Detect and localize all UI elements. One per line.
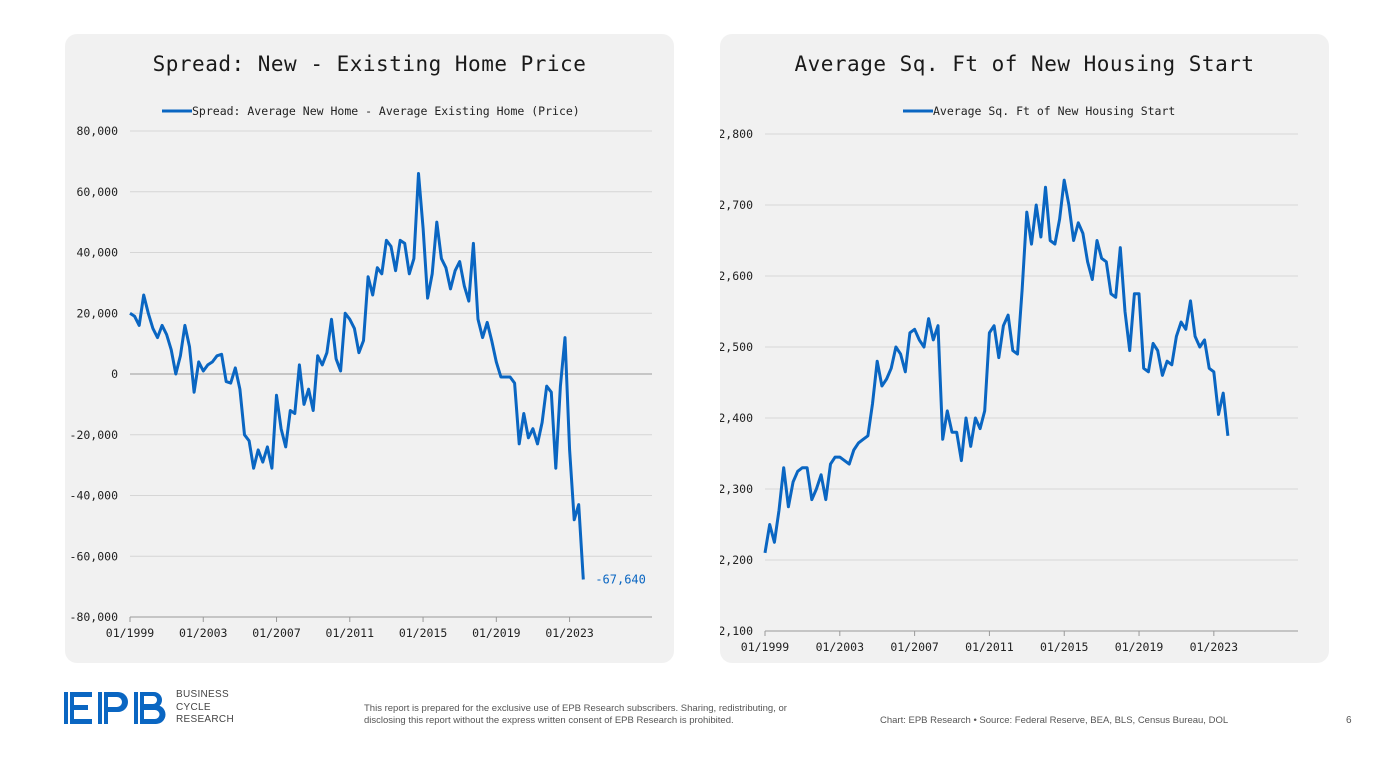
x-tick-label: 01/2011 — [326, 626, 375, 640]
epb-logo — [64, 692, 166, 724]
y-tick-label: 80,000 — [76, 124, 118, 138]
brand-line: CYCLE — [176, 701, 211, 713]
disclaimer-line: This report is prepared for the exclusiv… — [364, 703, 787, 714]
series-line — [129, 172, 585, 580]
brand-line: RESEARCH — [176, 714, 234, 725]
disclaimer-line: disclosing this report without the expre… — [364, 714, 734, 726]
disclaimer: This report is prepared for the exclusiv… — [364, 703, 854, 726]
y-tick-label: -60,000 — [70, 549, 119, 563]
spread-chart: Spread: Average New Home - Average Exist… — [70, 104, 652, 640]
y-tick-label: 20,000 — [76, 306, 118, 320]
x-tick-label: 01/1999 — [106, 626, 155, 640]
y-tick-label: -40,000 — [70, 489, 119, 503]
source-note: Chart: EPB Research • Source: Federal Re… — [880, 715, 1229, 726]
y-tick-label: 2,600 — [720, 269, 753, 283]
x-tick-label: 01/2023 — [545, 626, 594, 640]
x-tick-label: 01/2015 — [399, 626, 447, 640]
chart-title: Average Sq. Ft of New Housing Start — [794, 52, 1255, 76]
page-number: 6 — [1346, 715, 1352, 726]
y-tick-label: 60,000 — [76, 185, 118, 199]
brand-name: BUSINESS CYCLE RESEARCH — [176, 689, 234, 727]
y-tick-label: -20,000 — [70, 428, 119, 442]
y-tick-label: -80,000 — [70, 610, 119, 624]
x-tick-label: 01/2007 — [252, 626, 301, 640]
brand-line: BUSINESS — [176, 689, 229, 700]
y-tick-label: 2,200 — [720, 553, 753, 567]
x-tick-label: 01/2003 — [816, 640, 865, 654]
legend-label: Spread: Average New Home - Average Exist… — [192, 104, 580, 118]
chart-panel-sqft: Average Sq. Ft of New Housing Start Aver… — [720, 34, 1329, 663]
x-tick-label: 01/2011 — [965, 640, 1014, 654]
x-tick-label: 01/2003 — [179, 626, 228, 640]
x-tick-label: 01/2023 — [1190, 640, 1239, 654]
sqft-chart: Average Sq. Ft of New Housing Start 2,800… — [720, 104, 1298, 654]
x-tick-label: 01/2019 — [472, 626, 521, 640]
y-tick-label: 2,300 — [720, 482, 753, 496]
y-tick-label: 0 — [111, 367, 118, 381]
x-tick-label: 01/2007 — [890, 640, 939, 654]
x-tick-label: 01/2015 — [1040, 640, 1088, 654]
legend-label: Average Sq. Ft of New Housing Start — [933, 104, 1175, 118]
y-tick-label: 2,500 — [720, 340, 753, 354]
y-tick-label: 2,800 — [720, 127, 753, 141]
series-line — [763, 178, 1230, 554]
x-tick-label: 01/2019 — [1115, 640, 1164, 654]
chart-title: Spread: New - Existing Home Price — [152, 52, 587, 76]
x-tick-label: 01/1999 — [741, 640, 790, 654]
end-value-label: -67,640 — [595, 572, 646, 586]
chart-panel-spread: Spread: New - Existing Home Price Spread… — [65, 34, 674, 663]
y-tick-label: 2,400 — [720, 411, 753, 425]
y-tick-label: 2,700 — [720, 198, 753, 212]
y-tick-label: 2,100 — [720, 624, 753, 638]
y-tick-label: 40,000 — [76, 246, 118, 260]
